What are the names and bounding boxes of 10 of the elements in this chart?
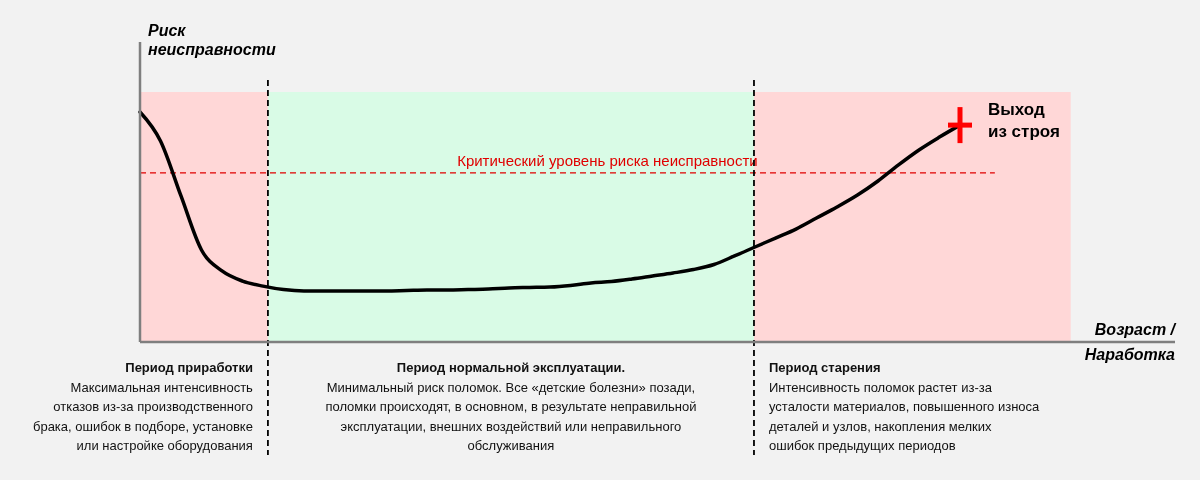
ref-line-label: Критический уровень риска неисправности (457, 151, 758, 169)
annotation: Выход из строя (988, 100, 1060, 142)
text: Период старения (768, 360, 881, 375)
text: Минимальный риск поломок. Все «детские болезни» позади, поломки происходят, в основном, в результате неправильной эксплуатации, внешних воздействий или неправильного обслуживания (325, 379, 697, 453)
text: Период приработки (125, 360, 253, 375)
x-axis-title: Возраст / Наработка (1084, 321, 1177, 363)
text: Максимальная интенсивность отказов из-за производственного брака, ошибок в подборе, установке или настройке оборудования (32, 379, 254, 453)
y-axis-title: Риск неисправности (148, 22, 276, 58)
text: Интенсивность поломок растет из-за усталости материалов, повышенного износа деталей и узлов, накопления мелких ошибок предыдущих периодов (768, 379, 1041, 453)
text: Период нормальной эксплуатации. (396, 360, 626, 375)
